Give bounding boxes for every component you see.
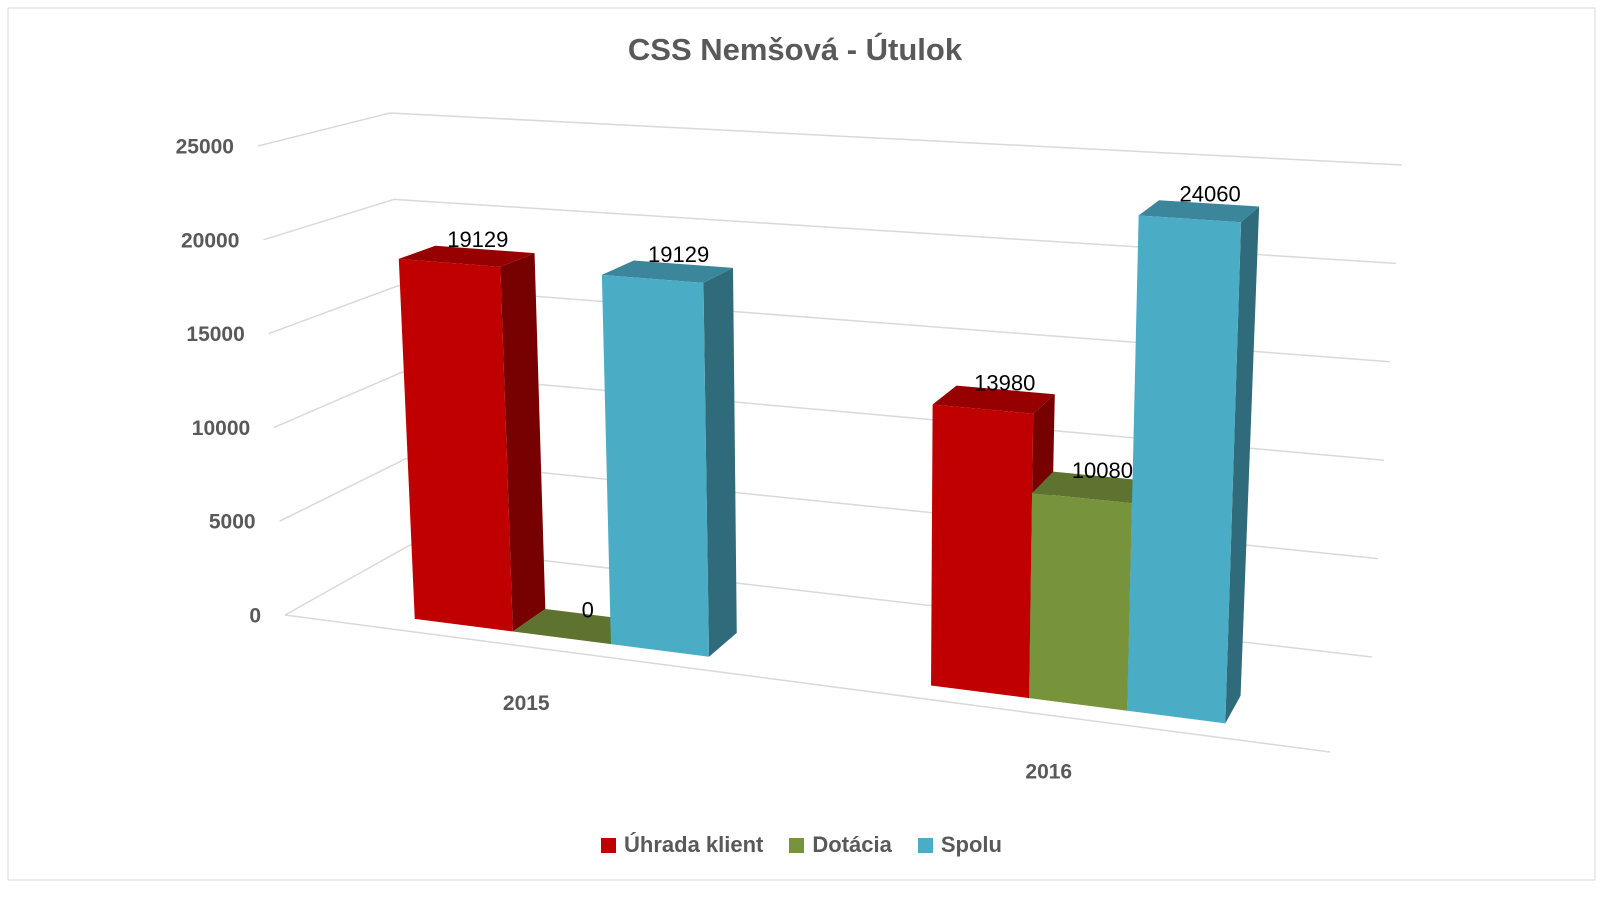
legend-swatch xyxy=(601,837,617,853)
bar-front xyxy=(1029,493,1133,711)
legend-swatch xyxy=(917,837,933,853)
grid-line xyxy=(273,371,1385,461)
bar-front xyxy=(398,258,513,632)
value-label: 24060 xyxy=(1180,182,1241,207)
bar-side xyxy=(703,267,737,657)
legend-item: Úhrada klient xyxy=(601,832,763,858)
bar-front xyxy=(1127,215,1242,724)
value-label: 0 xyxy=(582,597,594,622)
y-tick-label: 20000 xyxy=(181,229,239,252)
bar-side xyxy=(1225,206,1260,724)
bar xyxy=(512,608,642,645)
bar-front xyxy=(601,274,710,657)
bar-top xyxy=(1138,200,1260,223)
y-tick-label: 10000 xyxy=(192,417,250,440)
chart-border xyxy=(7,7,1596,881)
legend-label: Spolu xyxy=(940,832,1002,857)
legend-swatch xyxy=(789,837,805,853)
bar-front xyxy=(931,404,1034,699)
y-tick-label: 5000 xyxy=(209,511,256,534)
bar xyxy=(1127,200,1260,724)
grid-line xyxy=(257,112,1403,166)
bar-side xyxy=(500,253,546,632)
bar xyxy=(398,245,546,632)
bar-top xyxy=(932,385,1055,414)
chart-title: CSS Nemšová - Útulok xyxy=(628,31,963,67)
grid-line xyxy=(263,198,1397,265)
bar-top xyxy=(398,245,535,267)
y-tick-label: 25000 xyxy=(176,136,234,159)
legend-label: Dotácia xyxy=(812,832,892,857)
bar xyxy=(601,260,737,657)
legend-item: Spolu xyxy=(917,832,1002,858)
bar-top xyxy=(512,608,642,645)
legend-label: Úhrada klient xyxy=(624,832,764,857)
x-tick-label: 2015 xyxy=(503,692,550,715)
value-label: 13980 xyxy=(974,370,1035,395)
legend: Úhrada klient Dotácia Spolu xyxy=(0,832,1603,858)
value-label: 10080 xyxy=(1072,458,1133,483)
bar-top xyxy=(601,260,734,283)
value-label: 19129 xyxy=(447,227,508,252)
legend-item: Dotácia xyxy=(789,832,892,858)
value-label: 19129 xyxy=(648,242,709,267)
x-tick-label: 2016 xyxy=(1025,760,1072,783)
grid-line xyxy=(268,285,1391,363)
y-tick-label: 0 xyxy=(249,605,261,628)
y-tick-label: 15000 xyxy=(186,323,244,346)
bar-top xyxy=(1032,471,1151,504)
floor-edge xyxy=(284,614,1331,753)
